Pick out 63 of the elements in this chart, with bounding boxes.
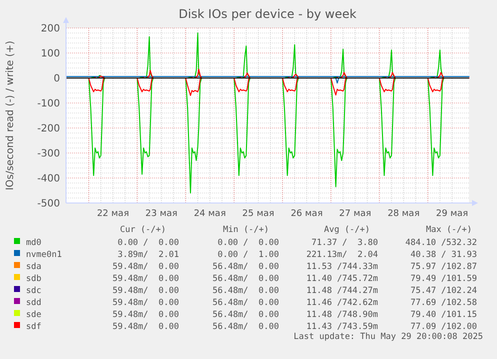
text: 56.48m/ 0.00 xyxy=(212,322,279,332)
text: 71.37 / 3.80 xyxy=(311,238,378,248)
text: 79.40 /101.15 xyxy=(410,310,477,320)
text: Cur (-/+) xyxy=(120,225,166,235)
text: 11.43 /743.59m xyxy=(306,322,378,332)
y-tick-label: -500 xyxy=(37,198,60,210)
text: 75.47 /102.24 xyxy=(410,286,477,296)
legend-label: sdf xyxy=(26,322,42,332)
legend-label: nvme0n1 xyxy=(26,250,62,260)
text: 11.53 /744.33m xyxy=(306,262,378,272)
text: Min (-/+) xyxy=(222,225,270,235)
text: 59.48m/ 0.00 xyxy=(112,262,179,272)
x-tick-label: 25 мая xyxy=(242,209,274,219)
text: 56.48m/ 0.00 xyxy=(212,298,279,308)
y-tick-label: -100 xyxy=(37,98,60,110)
x-tick-label: 26 мая xyxy=(290,209,323,219)
legend-label: sda xyxy=(26,262,42,272)
x-tick-label: 22 мая xyxy=(96,209,130,219)
y-tick-label: -300 xyxy=(37,148,60,160)
x-tick-label: 28 мая xyxy=(388,209,420,219)
text: 75.97 /102.87 xyxy=(410,262,477,272)
x-tick-label: 29 мая xyxy=(436,209,468,219)
text: 40.38 / 31.93 xyxy=(410,250,477,260)
y-tick-label: 0 xyxy=(54,74,60,84)
y-tick-label: -200 xyxy=(37,124,60,134)
chart-title: Disk IOs per device - by week xyxy=(178,7,356,21)
text: Last update: Thu May 29 20:00:08 2025 xyxy=(294,332,483,342)
y-tick-label: -400 xyxy=(37,174,60,184)
text: Max (-/+) xyxy=(426,225,472,235)
text: 77.09 /102.00 xyxy=(410,322,477,332)
y-tick-label: 100 xyxy=(40,48,60,60)
y-axis-title: IOs/second read (-) / write (+) xyxy=(5,40,16,190)
text: 59.48m/ 0.00 xyxy=(112,274,179,284)
text: 0.00 / 0.00 xyxy=(218,238,279,248)
text: 0.00 / 1.00 xyxy=(218,250,279,260)
text: 59.48m/ 0.00 xyxy=(112,286,179,296)
text: 11.46 /742.62m xyxy=(306,298,378,308)
text: 59.48m/ 0.00 xyxy=(112,322,179,332)
text: 484.10 /532.32 xyxy=(405,238,477,248)
text: 3.89m/ 2.01 xyxy=(118,250,179,260)
text: 56.48m/ 0.00 xyxy=(212,262,279,272)
legend-label: sdb xyxy=(26,274,42,284)
x-tick-label: 23 мая xyxy=(145,209,178,219)
legend-label: md0 xyxy=(26,238,42,248)
x-tick-label: 24 мая xyxy=(194,209,226,219)
text: 77.69 /102.58 xyxy=(410,298,477,308)
legend-label: sde xyxy=(26,310,42,320)
text: 11.48 /748.90m xyxy=(306,310,378,320)
y-tick-label: 200 xyxy=(40,24,60,34)
text: 79.49 /101.59 xyxy=(410,274,477,284)
text: 11.48 /744.27m xyxy=(306,286,378,296)
text: 221.13m/ 2.04 xyxy=(306,250,378,260)
text: 11.40 /745.72m xyxy=(306,274,378,284)
text: 56.48m/ 0.00 xyxy=(212,310,279,320)
text: 56.48m/ 0.00 xyxy=(212,274,279,284)
text: Avg (-/+) xyxy=(324,225,370,235)
text: 0.00 / 0.00 xyxy=(118,238,179,248)
text: 56.48m/ 0.00 xyxy=(212,286,279,296)
text: 59.48m/ 0.00 xyxy=(112,298,179,308)
x-tick-label: 27 мая xyxy=(339,209,372,219)
legend-label: sdc xyxy=(26,286,42,296)
legend-label: sdd xyxy=(26,298,42,308)
text: 59.48m/ 0.00 xyxy=(112,310,179,320)
